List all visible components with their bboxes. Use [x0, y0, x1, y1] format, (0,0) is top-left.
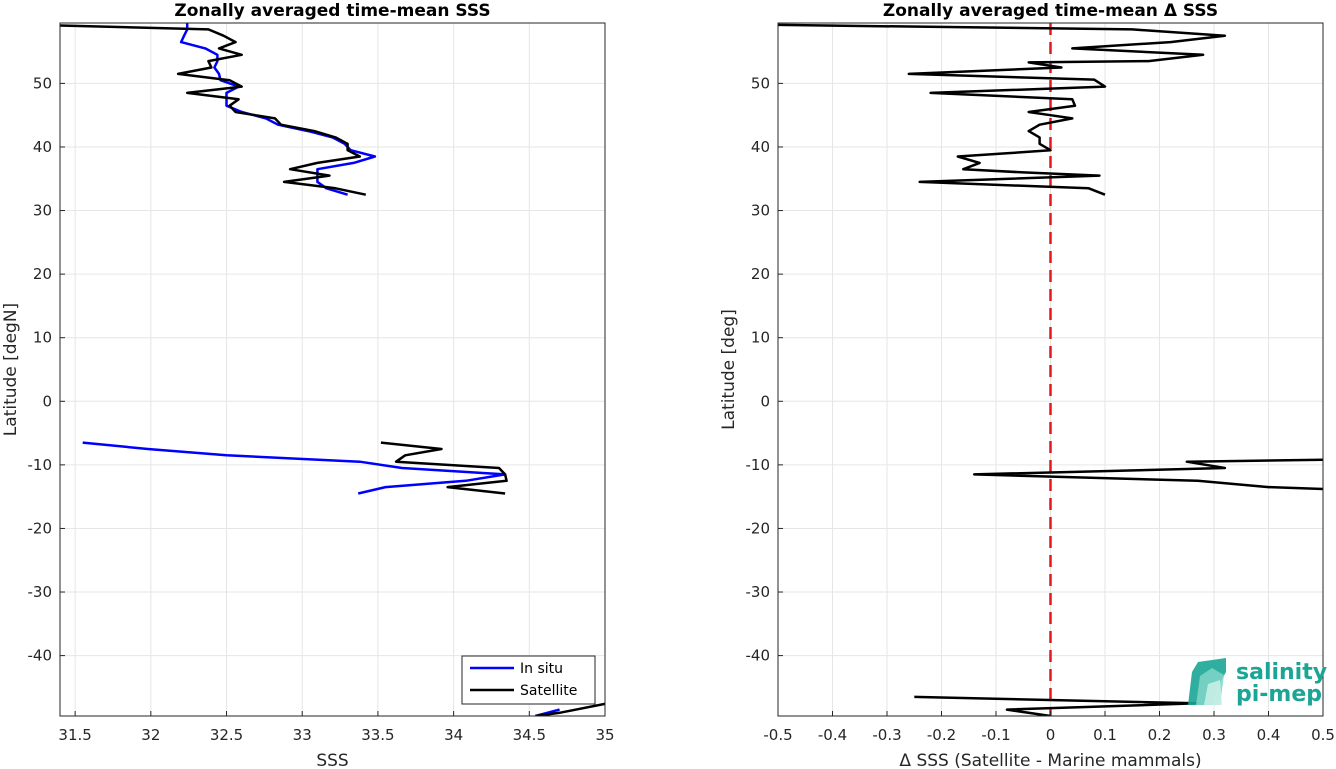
delta-series: [778, 23, 1323, 716]
logo-wave-icon: [1188, 658, 1226, 705]
delta-y-ticks: -40 -30 -20 -10 0 10 20 30 40 50: [746, 74, 783, 665]
sss-legend: In situ Satellite: [461, 655, 596, 705]
sss-x-tick-label-3: 33: [293, 726, 312, 744]
legend-label-in-situ: In situ: [520, 661, 563, 677]
sss-y-tick-label-5: 10: [33, 329, 52, 347]
delta-y-tick-label-7: 30: [751, 202, 770, 220]
delta-x-tick-label-2: -0.3: [872, 726, 901, 744]
sss-y-tick-label-8: 40: [33, 138, 52, 156]
delta-y-tick-label-8: 40: [751, 138, 770, 156]
delta-y-tick-label-2: -20: [746, 519, 771, 537]
delta-series-0-segment-1: [972, 458, 1323, 491]
delta-x-tick-label-10: 0.5: [1311, 726, 1335, 744]
sss-y-tick-label-7: 30: [33, 202, 52, 220]
sss-y-tick-label-6: 20: [33, 265, 52, 283]
sss-panel: 31.5 32 32.5 33 33.5 34 34.5 35 -40 -30 -20 -10 0 10…: [1, 1, 615, 769]
sss-y-ticks: -40 -30 -20 -10 0 10 20 30 40 50: [28, 74, 65, 665]
delta-y-tick-label-9: 50: [751, 74, 770, 92]
salinity-pi-mep-logo: salinity pi-mep: [1188, 658, 1327, 707]
sss-title: Zonally averaged time-mean SSS: [174, 1, 490, 21]
sss-y-tick-label-4: 0: [42, 392, 52, 410]
delta-y-tick-label-3: -10: [746, 456, 771, 474]
sss-axes-frame: [59, 22, 606, 717]
delta-series-0-segment-0: [778, 23, 1227, 196]
sss-y-tick-label-9: 50: [33, 74, 52, 92]
delta-x-tick-label-3: -0.2: [927, 726, 956, 744]
sss-y-tick-label-1: -30: [28, 583, 53, 601]
sss-y-tick-label-2: -20: [28, 519, 53, 537]
sss-series-satellite-segment-2: [535, 702, 605, 716]
delta-y-tick-label-6: 20: [751, 265, 770, 283]
delta-x-tick-label-5: 0: [1046, 726, 1056, 744]
delta-x-tick-label-4: -0.1: [981, 726, 1010, 744]
sss-x-tick-label-2: 32.5: [210, 726, 243, 744]
sss-x-tick-label-0: 31.5: [58, 726, 91, 744]
delta-x-tick-label-1: -0.4: [818, 726, 847, 744]
delta-x-label: Δ SSS (Satellite - Marine mammals): [899, 751, 1201, 769]
sss-series-satellite-segment-0: [60, 24, 367, 196]
legend-box: [461, 655, 596, 705]
delta-y-tick-label-1: -30: [746, 583, 771, 601]
delta-x-tick-label-0: -0.5: [763, 726, 792, 744]
delta-x-tick-label-6: 0.1: [1093, 726, 1117, 744]
sss-x-tick-label-4: 33.5: [361, 726, 394, 744]
sss-series-satellite-segment-1: [380, 441, 508, 495]
sss-grid: [60, 23, 606, 716]
delta-y-tick-label-5: 10: [751, 329, 770, 347]
delta-sss-panel: -0.5 -0.4 -0.3 -0.2 -0.1 0 0.1 0.2 0.3 0.4 0.5 -40…: [719, 1, 1335, 769]
sss-y-label: Latitude [degN]: [1, 303, 21, 436]
delta-series-0-segment-2: [914, 695, 1199, 716]
sss-x-tick-label-5: 34: [444, 726, 463, 744]
delta-y-label: Latitude [deg]: [719, 309, 739, 430]
delta-title: Zonally averaged time-mean Δ SSS: [883, 1, 1218, 21]
sss-series: [60, 23, 605, 716]
delta-x-tick-label-8: 0.3: [1202, 726, 1226, 744]
sss-x-tick-label-6: 34.5: [513, 726, 546, 744]
sss-series-in-situ-segment-0: [179, 23, 377, 196]
sss-y-tick-label-3: -10: [28, 456, 53, 474]
logo-text-salinity: salinity: [1236, 660, 1327, 685]
sss-x-label: SSS: [316, 751, 348, 769]
delta-y-tick-label-4: 0: [760, 392, 770, 410]
sss-x-tick-label-1: 32: [141, 726, 160, 744]
logo-text-pi-mep: pi-mep: [1236, 682, 1322, 707]
delta-x-tick-label-7: 0.2: [1148, 726, 1172, 744]
sss-x-tick-label-7: 35: [595, 726, 614, 744]
sss-y-tick-label-0: -40: [28, 647, 53, 665]
sss-x-ticks: 31.5 32 32.5 33 33.5 34 34.5 35: [58, 711, 615, 744]
delta-x-tick-label-9: 0.4: [1257, 726, 1281, 744]
sss-series-in-situ-segment-1: [82, 441, 507, 495]
delta-x-ticks: -0.5 -0.4 -0.3 -0.2 -0.1 0 0.1 0.2 0.3 0.4 0.5: [763, 711, 1335, 744]
legend-label-satellite: Satellite: [520, 683, 577, 699]
delta-y-tick-label-0: -40: [746, 647, 771, 665]
